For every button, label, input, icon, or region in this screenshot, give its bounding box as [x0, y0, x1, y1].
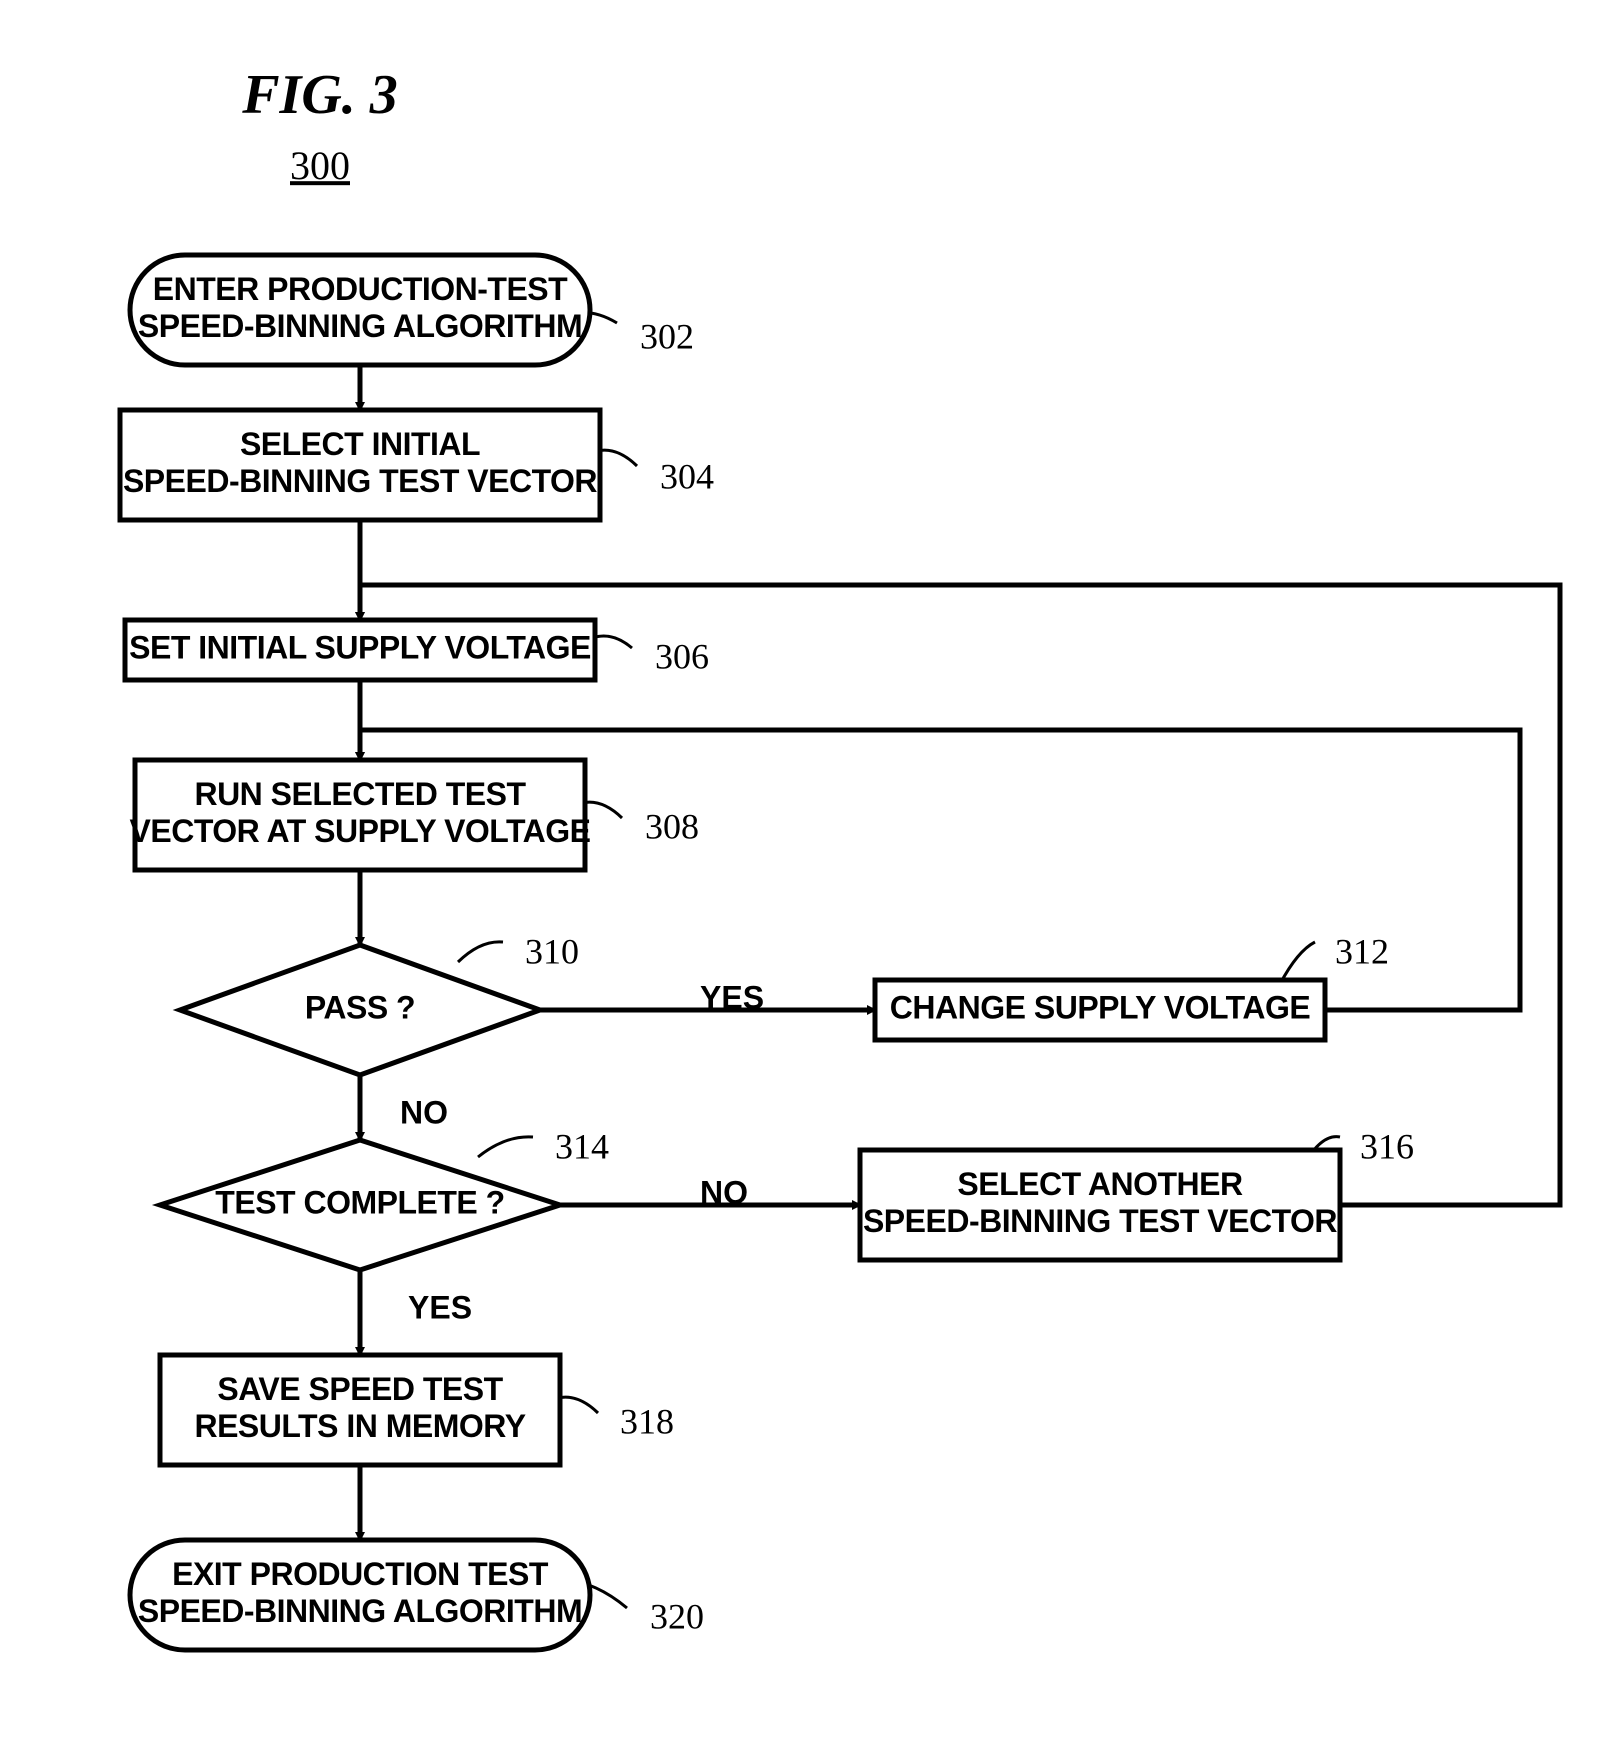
node-n316: SELECT ANOTHERSPEED-BINNING TEST VECTOR [860, 1150, 1340, 1260]
node-n308: RUN SELECTED TESTVECTOR AT SUPPLY VOLTAG… [130, 760, 591, 870]
node-label: SAVE SPEED TEST [217, 1371, 503, 1407]
ref-leader [597, 450, 637, 466]
svg-text:FIG. 3: FIG. 3 [241, 64, 398, 126]
ref-number: 306 [655, 636, 709, 676]
node-label: RESULTS IN MEMORY [194, 1408, 525, 1444]
svg-text:NO: NO [400, 1094, 448, 1130]
svg-text:300: 300 [290, 143, 350, 188]
ref-number: 318 [620, 1401, 674, 1441]
svg-text:YES: YES [408, 1289, 472, 1325]
node-label: SPEED-BINNING ALGORITHM [138, 1593, 582, 1629]
ref-leader [458, 942, 503, 962]
ref-number: 314 [555, 1126, 609, 1166]
ref-leader [592, 636, 632, 648]
node-label: ENTER PRODUCTION-TEST [153, 271, 568, 307]
ref-leader [558, 1397, 598, 1413]
node-label: EXIT PRODUCTION TEST [172, 1556, 549, 1592]
node-n312: CHANGE SUPPLY VOLTAGE [875, 980, 1325, 1040]
node-label: TEST COMPLETE ? [215, 1184, 504, 1220]
node-label: SELECT INITIAL [240, 426, 480, 462]
node-label: PASS ? [305, 989, 415, 1025]
node-n314: TEST COMPLETE ? [160, 1140, 560, 1270]
node-label: VECTOR AT SUPPLY VOLTAGE [130, 813, 591, 849]
svg-text:YES: YES [700, 979, 764, 1015]
ref-number: 320 [650, 1596, 704, 1636]
flowchart-canvas: FIG. 3 300 YES NO NO YES ENTER PRODUCTION-TEST… [0, 0, 1600, 1749]
node-n306: SET INITIAL SUPPLY VOLTAGE [125, 620, 595, 680]
node-label: SET INITIAL SUPPLY VOLTAGE [129, 629, 591, 665]
node-n310: PASS ? [180, 945, 540, 1075]
node-n320: EXIT PRODUCTION TESTSPEED-BINNING ALGORI… [130, 1540, 590, 1650]
svg-text:NO: NO [700, 1174, 748, 1210]
node-label: SPEED-BINNING TEST VECTOR [863, 1203, 1337, 1239]
ref-number: 302 [640, 316, 694, 356]
node-label: SPEED-BINNING TEST VECTOR [123, 463, 597, 499]
node-n304: SELECT INITIALSPEED-BINNING TEST VECTOR [120, 410, 600, 520]
ref-number: 312 [1335, 931, 1389, 971]
node-label: RUN SELECTED TEST [194, 776, 526, 812]
node-label: SELECT ANOTHER [957, 1166, 1243, 1202]
node-n302: ENTER PRODUCTION-TESTSPEED-BINNING ALGOR… [130, 255, 590, 365]
ref-number: 310 [525, 931, 579, 971]
node-n318: SAVE SPEED TESTRESULTS IN MEMORY [160, 1355, 560, 1465]
node-label: SPEED-BINNING ALGORITHM [138, 308, 582, 344]
ref-number: 304 [660, 456, 714, 496]
ref-leader [478, 1137, 533, 1157]
ref-number: 316 [1360, 1126, 1414, 1166]
node-label: CHANGE SUPPLY VOLTAGE [890, 989, 1311, 1025]
ref-number: 308 [645, 806, 699, 846]
